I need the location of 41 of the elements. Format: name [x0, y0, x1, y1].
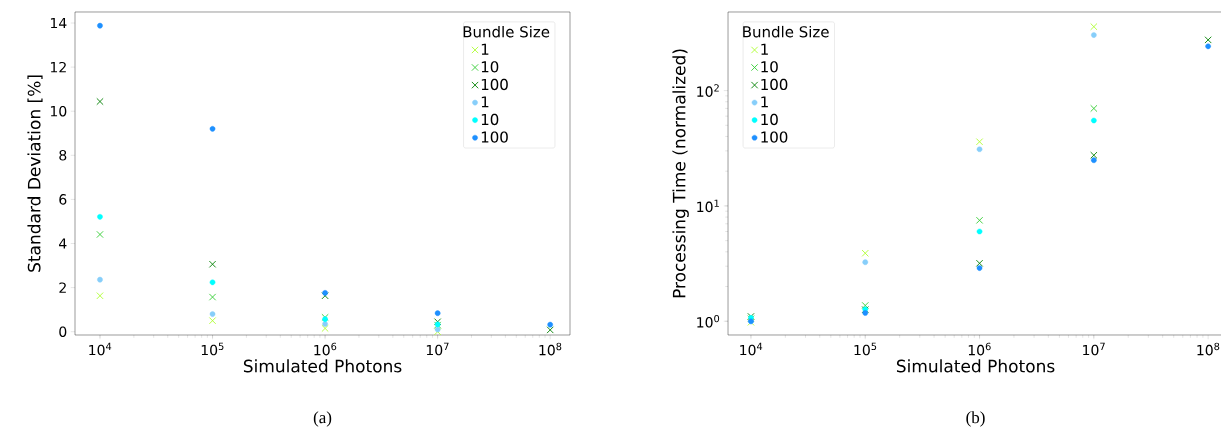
- legend-label: 100: [481, 131, 508, 143]
- x-axis-title: Simulated Photons: [243, 359, 402, 373]
- x-tick-label: 10$^{6}$: [314, 342, 337, 356]
- x-tick-label: 10$^{4}$: [740, 342, 763, 356]
- legend-label: 1: [481, 96, 489, 108]
- legend-title: Bundle Size: [743, 25, 829, 38]
- x-tick-label: 10$^{7}$: [426, 342, 449, 356]
- legend-label: 1: [761, 96, 768, 108]
- y-tick-label: 10$^{0}$: [697, 314, 720, 328]
- y-axis-title: Processing Time (normalized): [672, 49, 689, 298]
- x-tick-label: 10$^{8}$: [539, 342, 562, 356]
- y-tick-label: 0: [59, 326, 67, 337]
- y-axis-title: Standard Deviation [%]: [27, 75, 43, 272]
- legend-title: Bundle Size: [463, 25, 550, 38]
- legend-label: 1: [761, 43, 768, 55]
- y-tick-label: 10$^{2}$: [697, 84, 719, 97]
- x-axis-title: Simulated Photons: [896, 359, 1055, 373]
- y-tick-label: 12: [50, 61, 66, 73]
- legend-label: 100: [761, 78, 788, 91]
- x-tick-label: 10$^{8}$: [1197, 342, 1220, 356]
- y-tick-label: 6: [59, 194, 67, 205]
- legend-label: 10: [481, 61, 499, 73]
- y-tick-label: 8: [59, 150, 67, 161]
- x-tick-label: 10$^{5}$: [201, 342, 224, 356]
- legend-label: 10: [761, 61, 778, 73]
- x-tick-label: 10$^{5}$: [854, 342, 877, 356]
- y-tick-label: 14: [50, 17, 67, 29]
- y-tick-label: 10$^{1}$: [697, 199, 719, 213]
- y-tick-label: 2: [59, 282, 66, 293]
- x-tick-label: 10$^{7}$: [1083, 342, 1105, 356]
- x-tick-label: 10$^{6}$: [968, 342, 991, 356]
- legend-label: 100: [761, 131, 788, 143]
- legend-label: 10: [481, 113, 499, 126]
- legend-label: 100: [481, 78, 508, 91]
- y-tick-label: 10: [50, 105, 67, 117]
- x-tick-label: 10$^{4}$: [89, 342, 112, 356]
- text: (b): [966, 411, 985, 427]
- y-tick-label: 4: [59, 238, 67, 249]
- legend-label: 1: [481, 43, 489, 55]
- text: (a): [313, 411, 332, 427]
- legend-label: 10: [761, 113, 778, 126]
